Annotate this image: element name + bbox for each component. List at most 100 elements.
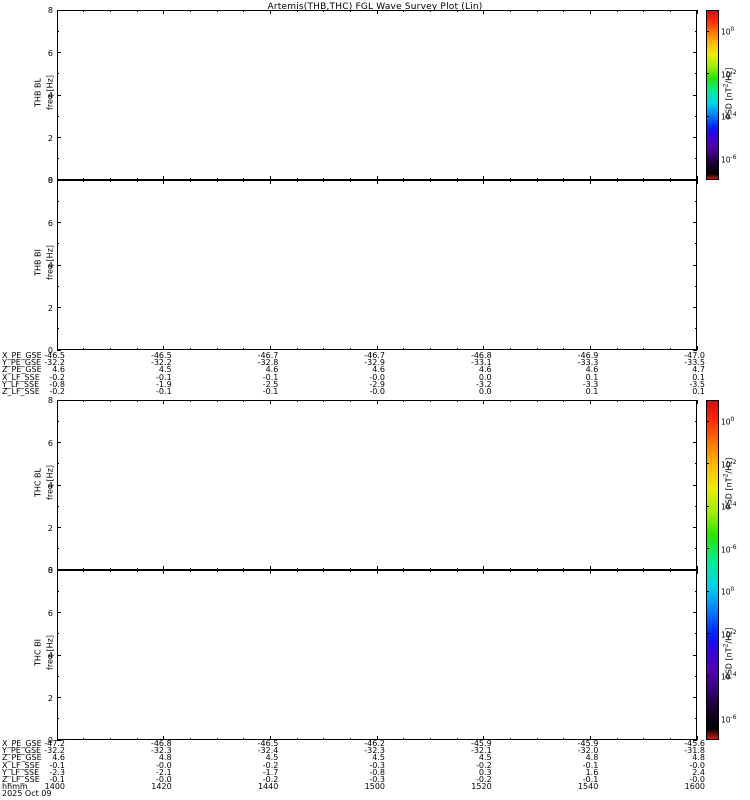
x-minor-tick [429,570,431,572]
x-minor-tick [296,400,298,402]
lower-annot-time-label: 1540 [577,782,599,792]
y-tick-label: 6 [47,218,53,228]
x-minor-tick [536,178,538,180]
lower-annot-value: 4.5 [265,753,279,763]
x-minor-tick [136,348,138,350]
y-tick-label: 4 [47,481,53,490]
x-major-tick [376,566,378,570]
lower-annot-value: -32.4 [257,746,279,756]
y-minor-tick [695,505,697,507]
x-major-tick [56,176,58,180]
x-major-tick [483,176,485,180]
x-minor-tick [83,570,85,572]
lower-annot-value: -0.2 [262,774,279,784]
x-minor-tick [243,10,245,12]
y-minor-tick [695,243,697,245]
y-minor-tick [57,73,59,75]
colorbar-tick-label: 10-6 [721,713,737,725]
x-major-tick [696,736,698,740]
x-minor-tick [323,348,325,350]
x-minor-tick [243,348,245,350]
lower-annot-value: -0.0 [156,774,172,784]
y-minor-tick [57,675,59,677]
x-minor-tick [189,400,191,402]
x-minor-tick [189,738,191,740]
x-minor-tick [323,10,325,12]
upper-annot-column: -46.7 -32.8 4.6 -0.1 -2.5 -0.1 [244,351,279,395]
y-major-tick [693,137,697,138]
x-major-tick [696,10,698,14]
y-major-tick [693,52,697,53]
upper-annot-column: -46.5 -32.2 4.6 -0.2 -0.8 -0.2 [31,351,65,395]
y-minor-tick [695,73,697,75]
y-major-tick [57,654,61,656]
x-minor-tick [403,738,405,740]
x-minor-tick [323,738,325,740]
x-minor-tick [643,570,645,572]
y-major-tick [693,739,697,741]
x-minor-tick [536,180,538,182]
lower-annot-value: 4.8 [585,753,599,763]
upper-annot-value: -1.9 [156,379,172,389]
colorbar-upper [706,10,719,180]
y-major-tick [693,442,697,443]
colorbar-tick [706,115,709,117]
x-minor-tick [349,400,351,402]
x-minor-tick [456,10,458,12]
upper-annot-value: -2.5 [262,379,279,389]
upper-annot-value: -3.5 [689,379,705,389]
x-minor-tick [403,178,405,180]
x-major-tick [696,346,698,350]
colorbar-tick-label: 100 [721,26,735,37]
y-minor-tick [57,200,59,202]
upper-annot-value: -47.0 [684,351,705,360]
y-tick-label: 2 [47,133,53,143]
x-minor-tick [296,348,298,350]
x-minor-tick [563,10,565,12]
y-major-tick [693,612,697,613]
y-minor-tick [695,158,697,160]
x-minor-tick [563,180,565,182]
lower-annot-column: -47.2 -32.2 4.6 -0.1 -2.3 -0.1 [31,739,65,783]
x-minor-tick [643,180,645,182]
x-minor-tick [109,178,111,180]
x-minor-tick [216,348,218,350]
y-major-tick [57,612,61,613]
x-minor-tick [669,178,671,180]
y-minor-tick [57,243,59,245]
upper-annot-value: -3.2 [476,379,492,389]
y-tick-label: 0 [47,346,53,355]
colorbar-tick-label: 10-6 [721,543,737,555]
x-minor-tick [243,570,245,572]
lower-annot-value: -45.9 [577,739,599,748]
y-tick-label: 8 [47,6,53,15]
x-minor-tick [536,348,538,350]
lower-annot-value: -47.2 [44,739,65,748]
x-minor-tick [136,568,138,570]
lower-annot-value: -32.3 [364,746,385,756]
x-minor-tick [216,400,218,402]
panel-thb-bi [57,180,697,350]
colorbar-tick [706,30,709,32]
x-minor-tick [536,400,538,402]
x-minor-tick [456,738,458,740]
x-minor-tick [243,180,245,182]
upper-annot-value: -46.7 [364,351,385,360]
x-minor-tick [616,10,618,12]
x-minor-tick [536,568,538,570]
upper-annot-value: -32.2 [150,358,172,368]
x-minor-tick [216,10,218,12]
x-minor-tick [349,570,351,572]
colorbar-tick-label: 10-4 [721,671,737,682]
x-major-tick [269,180,271,184]
x-major-tick [56,10,58,14]
x-major-tick [163,400,165,404]
y-minor-tick [695,463,697,465]
x-major-tick [589,10,591,14]
x-minor-tick [136,570,138,572]
upper-annot-value: 4.5 [158,365,172,375]
lower-annot-value: -0.2 [476,774,492,784]
x-major-tick [163,176,165,180]
lower-annot-value: -0.0 [156,760,172,770]
y-minor-tick [57,420,59,422]
